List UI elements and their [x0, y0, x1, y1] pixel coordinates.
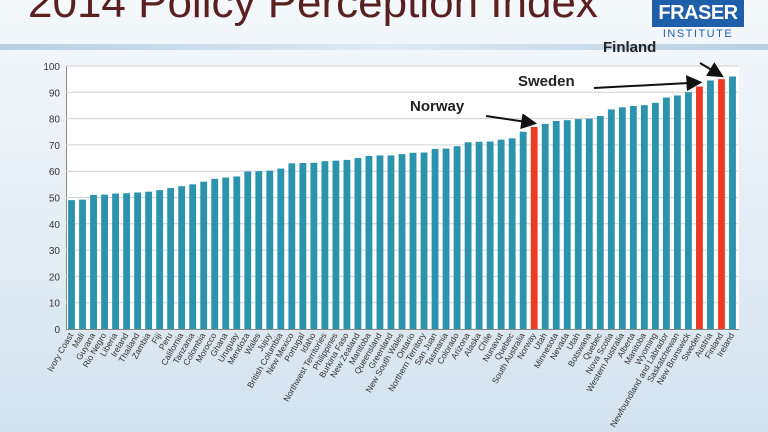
bar: [266, 170, 274, 329]
bar: [167, 188, 175, 329]
annotation-arrow: [593, 75, 703, 92]
bar: [354, 158, 362, 329]
x-tick-label: Ivory Coast: [45, 330, 75, 373]
logo-wordmark: FRASER: [652, 0, 744, 27]
annotation-label: Sweden: [518, 73, 575, 90]
bar: [310, 162, 318, 329]
bar: [332, 160, 340, 329]
bar: [574, 119, 582, 329]
bar: [685, 92, 692, 329]
bar: [629, 105, 637, 329]
logo-subtitle: INSTITUTE: [662, 28, 734, 40]
bar: [68, 200, 75, 329]
bar: [530, 127, 538, 330]
annotation-label: Finland: [603, 39, 656, 56]
bar: [178, 186, 186, 329]
bar: [387, 155, 395, 329]
bar: [365, 155, 373, 329]
bar: [519, 131, 527, 329]
y-tick-label: 80: [49, 115, 61, 126]
bar: [563, 120, 571, 329]
y-tick-label: 30: [49, 246, 61, 257]
bar: [607, 109, 615, 330]
bar: [134, 192, 142, 329]
bar: [696, 86, 703, 329]
y-tick-label: 10: [49, 299, 61, 310]
bar: [442, 148, 450, 329]
bar: [673, 95, 681, 330]
bar: [729, 76, 736, 330]
bar: [497, 139, 505, 329]
bar: [222, 177, 230, 329]
annotation-arrow: [485, 113, 538, 130]
bar: [112, 193, 119, 329]
bar: [211, 178, 219, 329]
bar: [585, 118, 593, 329]
bar: [651, 102, 659, 329]
bar: [277, 168, 285, 329]
bar: [200, 181, 208, 329]
bar: [640, 105, 648, 329]
bar: [145, 191, 153, 329]
bar: [662, 97, 670, 329]
bar: [453, 146, 461, 329]
bar: [398, 154, 406, 329]
bar: [156, 190, 164, 329]
fraser-institute-logo: FRASER INSTITUTE: [652, 0, 744, 44]
bar: [288, 163, 296, 329]
bar: [464, 142, 472, 329]
bar: [189, 184, 197, 329]
y-tick-label: 100: [43, 62, 60, 73]
bar: [596, 115, 604, 329]
bar: [508, 138, 516, 329]
bar: [255, 171, 263, 329]
bar: [486, 141, 494, 329]
y-tick-label: 0: [54, 325, 60, 336]
y-tick-label: 20: [49, 272, 61, 283]
bar: [101, 194, 108, 329]
bar: [233, 176, 241, 329]
chart-title: 2014 Policy Perception Index: [28, 0, 598, 27]
annotation-label: Norway: [410, 98, 465, 115]
bar: [409, 152, 417, 329]
bar: [343, 159, 351, 329]
bar: [552, 120, 560, 329]
bar: [618, 107, 626, 329]
bar: [475, 141, 483, 329]
annotation-arrow: [699, 62, 724, 78]
bar: [79, 199, 86, 329]
bar: [431, 148, 439, 329]
y-tick-label: 50: [49, 194, 61, 205]
bar: [541, 123, 549, 329]
bar: [707, 80, 714, 329]
bar: [244, 171, 252, 329]
bar: [420, 152, 428, 329]
bar: [299, 163, 307, 329]
y-tick-label: 60: [49, 167, 61, 178]
bar: [321, 161, 329, 329]
bar: [123, 193, 131, 329]
bar: [718, 79, 725, 330]
header-band: [0, 44, 768, 50]
y-tick-label: 90: [49, 88, 61, 99]
x-tick-label: Fiji: [149, 331, 163, 345]
bar: [90, 194, 97, 329]
y-tick-label: 40: [49, 220, 61, 231]
bar: [376, 155, 384, 329]
y-tick-label: 70: [49, 141, 61, 152]
